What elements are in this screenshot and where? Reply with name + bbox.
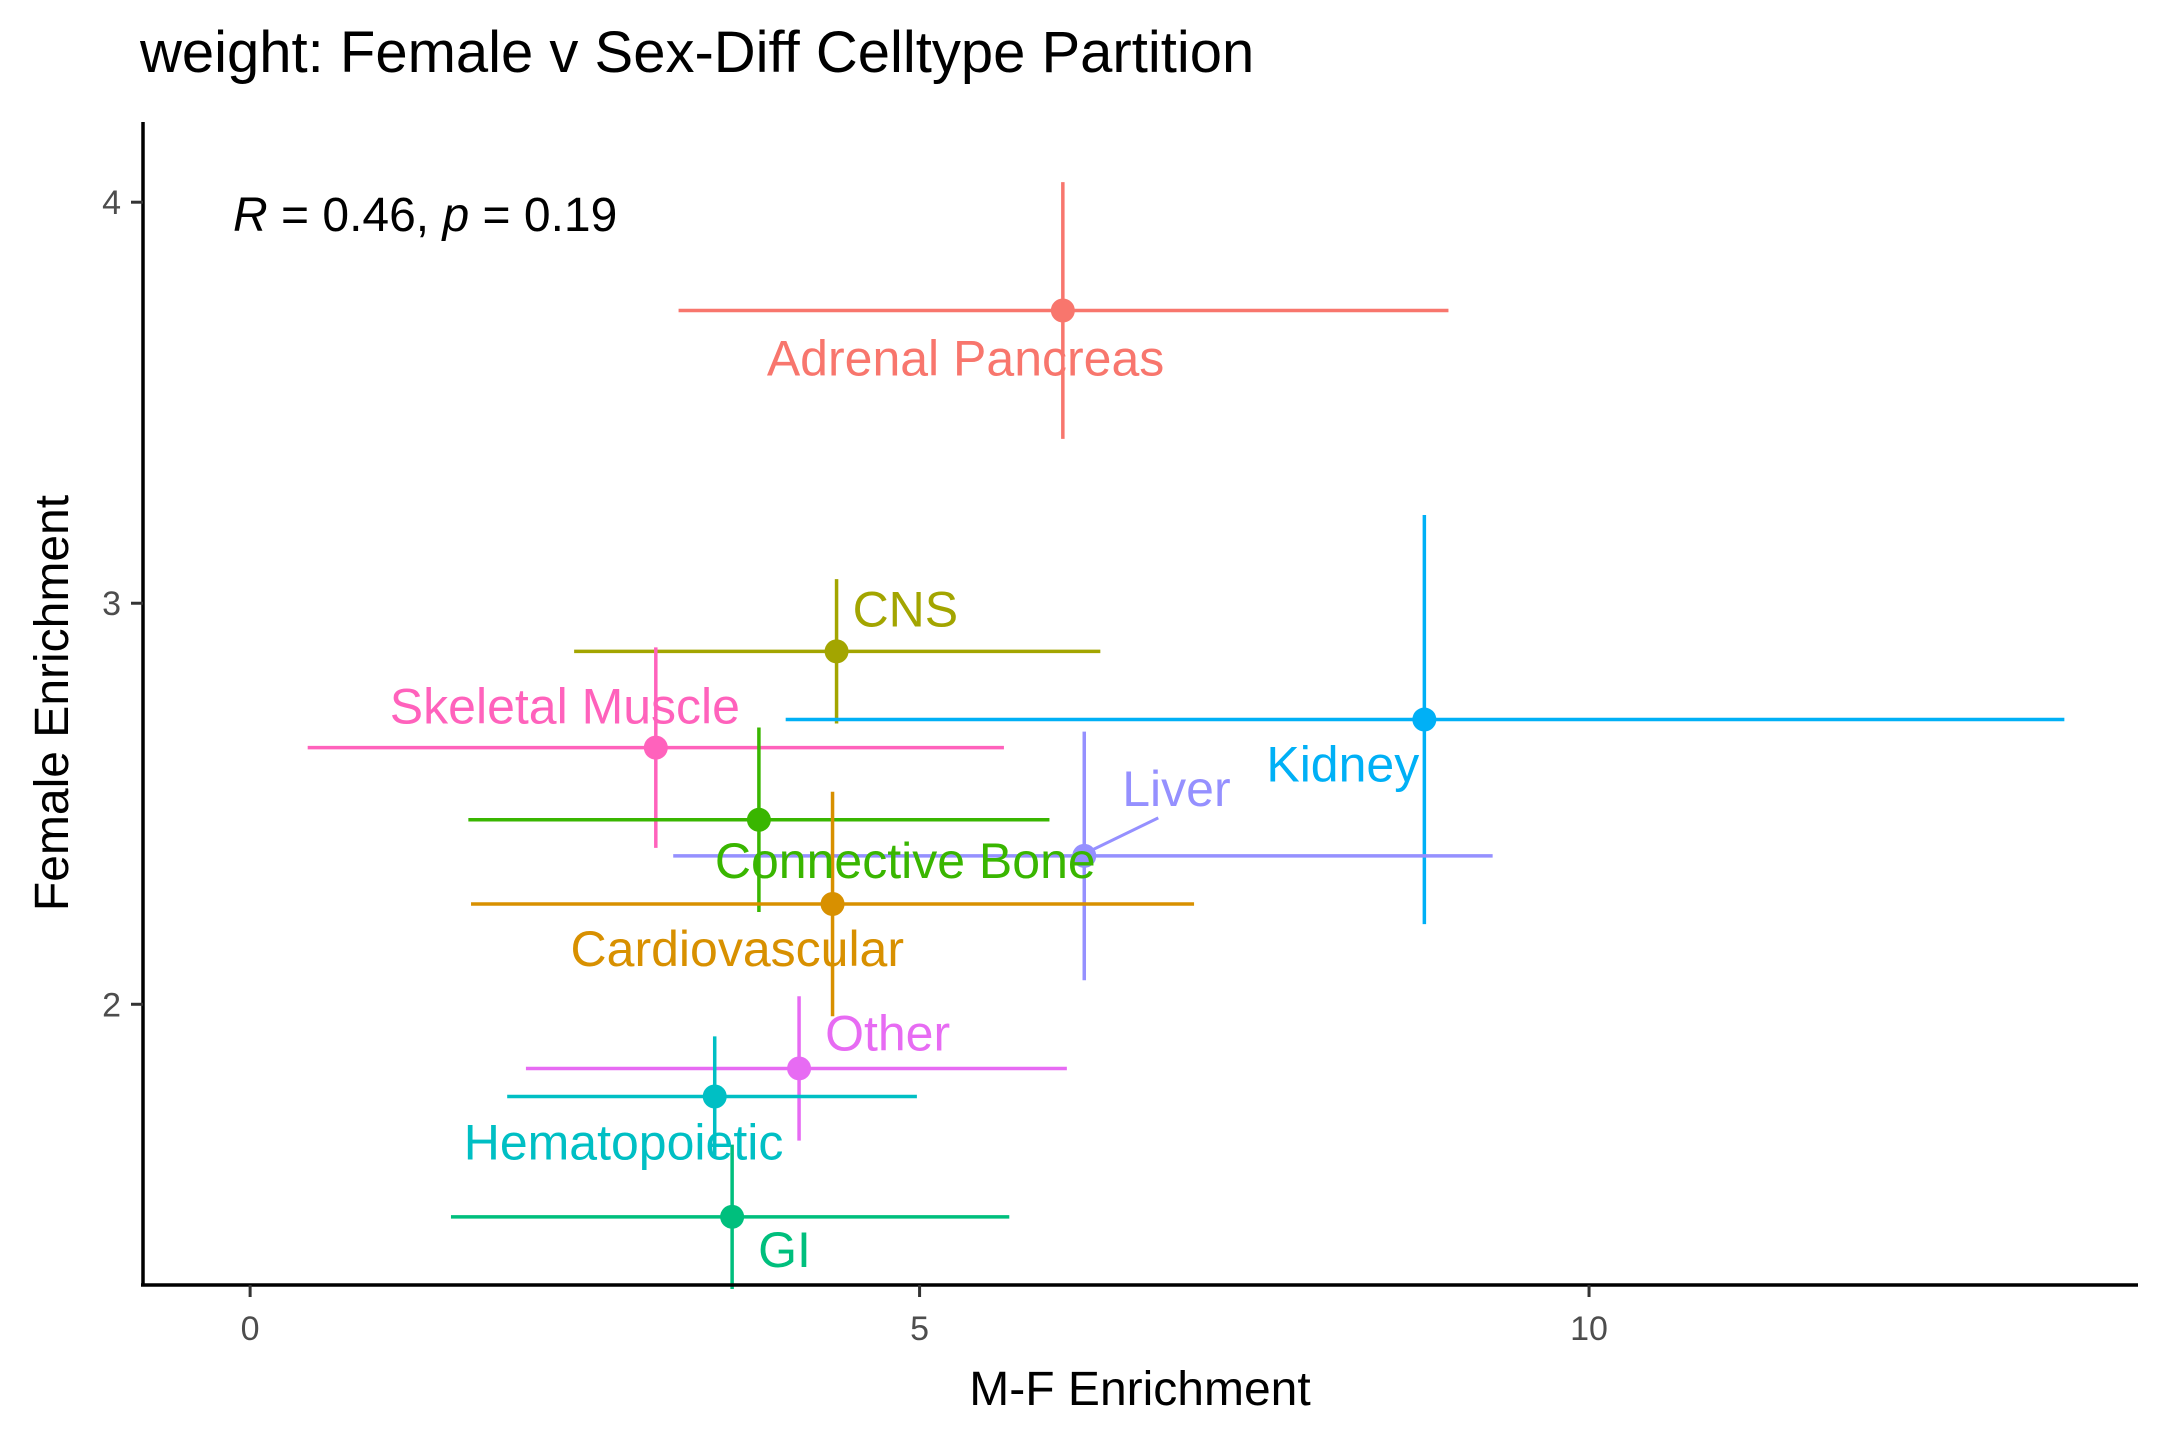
data-point [820,892,845,917]
data-point-group [525,996,1067,1141]
data-point [643,735,668,760]
data-point [746,807,771,832]
label-leader-line [1087,816,1159,854]
y-axis-title: Female Enrichment [26,495,79,911]
point-label: Skeletal Muscle [390,679,740,735]
x-tick-label: 0 [241,1310,260,1348]
x-tick-label: 10 [1570,1310,1608,1348]
y-tick-label: 4 [102,184,121,222]
data-point-group [307,647,1004,848]
chart-title: weight: Female v Sex-Diff Celltype Parti… [139,20,1254,85]
plot-area: Adrenal Pancreas CNS Kidney Skeletal Muscle… [307,182,2065,1290]
point-label: Connective Bone [715,833,1096,889]
data-point [702,1084,727,1109]
data-point-group [574,579,1101,724]
point-label: Other [825,1005,950,1061]
point-label: Adrenal Pancreas [767,330,1164,386]
data-point-group [471,791,1195,1017]
p-symbol: p [440,189,469,242]
data-point [1050,298,1075,323]
x-axis-ticks: 0 5 10 [241,1285,1608,1348]
y-tick-label: 3 [102,585,121,623]
data-point [720,1204,745,1229]
point-label: Hematopoietic [464,1115,784,1171]
point-label: Cardiovascular [571,921,904,977]
correlation-annotation: R = 0.46, p = 0.19 [233,189,617,242]
point-label: Kidney [1266,737,1419,793]
data-point-group [468,727,1050,913]
p-value: = 0.19 [469,189,617,242]
data-point-group [678,182,1449,439]
x-tick-label: 5 [910,1310,929,1348]
data-point [824,639,849,664]
y-tick-label: 2 [102,986,121,1024]
point-label: Liver [1122,761,1230,817]
point-label: CNS [853,581,959,637]
point-label-layer: Adrenal Pancreas CNS Kidney Skeletal Muscle… [390,330,1419,1277]
x-axis-title: M-F Enrichment [969,1363,1310,1416]
point-label: GI [758,1222,811,1278]
data-point [787,1056,812,1081]
r-symbol: R [233,189,268,242]
data-point-group [450,1144,1010,1290]
series-layer [307,182,2065,1290]
y-axis-ticks: 2 3 4 [102,184,143,1024]
r-value: = 0.46, [268,189,443,242]
data-point [1412,707,1437,732]
data-point-group [507,1036,917,1157]
